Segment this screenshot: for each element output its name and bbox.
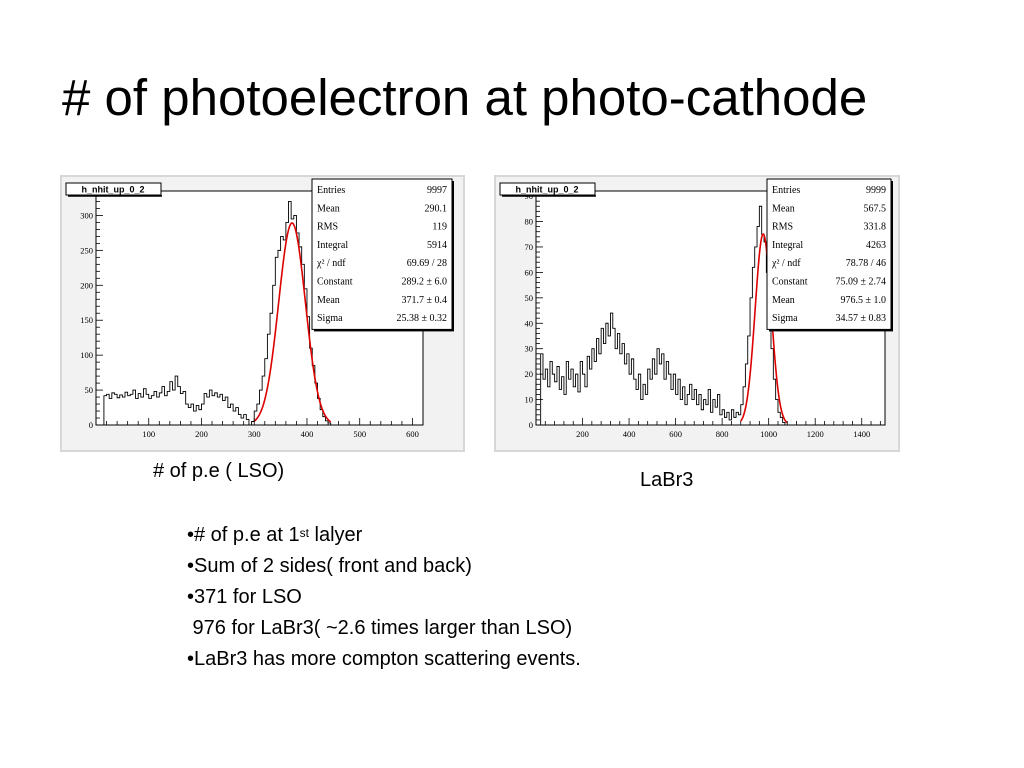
y-tick-label: 20 [525,369,534,379]
histogram-name: h_nhit_up_0_2 [81,185,144,195]
histogram-name-box [65,182,162,196]
y-tick-label: 70 [525,242,534,252]
bullet-superscript: st [299,526,309,540]
histogram-name-box [499,182,596,196]
bullet-list: •# of p.e at 1st lalyer •Sum of 2 sides(… [187,520,581,675]
stats-value: 290.1 [425,203,448,214]
stats-value: 976.5 ± 1.0 [841,295,887,306]
x-tick-label: 800 [716,429,729,439]
stats-value: 371.7 ± 0.4 [402,295,448,306]
y-tick-label: 80 [525,217,534,227]
gaussian-fit-curve [740,233,788,424]
stats-value: 9997 [427,185,447,196]
lso-caption: # of p.e ( LSO) [153,460,285,482]
stats-value: 331.8 [864,222,887,233]
bullet-item: •# of p.e at 1st lalyer [187,520,581,551]
stats-value: 78.78 / 46 [846,258,886,269]
x-tick-label: 1400 [853,429,870,439]
stats-label: Mean [317,295,340,306]
y-tick-label: 0 [529,420,533,430]
stats-label: χ² / ndf [316,258,346,269]
x-tick-label: 500 [353,429,366,439]
y-tick-label: 300 [80,210,93,220]
stats-value: 34.57 ± 0.83 [836,313,887,324]
y-tick-label: 60 [525,267,534,277]
x-tick-label: 400 [623,429,636,439]
bullet-item: 976 for LaBr3( ~2.6 times larger than LS… [187,617,573,639]
stats-label: RMS [772,222,793,233]
x-tick-label: 400 [301,429,314,439]
x-tick-label: 1000 [760,429,777,439]
stats-value: 75.09 ± 2.74 [836,277,887,288]
labr3-histogram-plot: 200 400 600 800 1000 1200 1400 0 10 20 30 40 50 60 70 8… [494,175,900,452]
stats-value: 567.5 [864,203,887,214]
stats-label: Sigma [772,313,798,324]
stats-label: RMS [317,222,338,233]
labr3-caption: LaBr3 [640,469,694,491]
stats-value: 25.38 ± 0.32 [397,313,448,324]
stats-label: Sigma [317,313,343,324]
x-tick-label: 200 [576,429,589,439]
stats-label: Mean [772,203,795,214]
stats-value: 9999 [866,185,886,196]
stats-label: Entries [772,185,800,196]
stats-label: Mean [772,295,795,306]
y-tick-label: 200 [80,280,93,290]
stats-box [766,178,892,330]
y-tick-label: 50 [85,385,94,395]
bullet-text: •# of p.e at 1 [187,524,300,546]
x-tick-label: 100 [142,429,155,439]
y-tick-label: 250 [80,245,93,255]
stats-label: Integral [772,240,803,251]
stats-value: 4263 [866,240,886,251]
stats-value: 289.2 ± 6.0 [402,277,448,288]
stats-label: Constant [317,277,353,288]
stats-label: χ² / ndf [771,258,801,269]
y-tick-label: 150 [80,315,93,325]
bullet-item: •LaBr3 has more compton scattering event… [187,648,581,670]
bullet-text: lalyer [308,524,363,546]
slide-title: # of photoelectron at photo-cathode [62,69,868,126]
stats-box [311,178,453,330]
gaussian-fit-curve [253,222,332,423]
stats-label: Constant [772,277,808,288]
x-tick-label: 600 [669,429,682,439]
bullet-item: •371 for LSO [187,586,302,608]
stats-value: 119 [432,222,447,233]
y-tick-label: 50 [525,293,534,303]
histogram-line [96,201,423,426]
y-tick-label: 0 [89,420,93,430]
bullet-item: •Sum of 2 sides( front and back) [187,555,472,577]
x-tick-label: 1200 [807,429,824,439]
stats-label: Mean [317,203,340,214]
x-tick-label: 200 [195,429,208,439]
histogram-name: h_nhit_up_0_2 [515,185,578,195]
stats-label: Entries [317,185,345,196]
lso-histogram-plot: 100 200 300 400 500 600 0 50 100 150 200 250 300 h_nh… [60,175,465,452]
x-tick-label: 300 [248,429,261,439]
y-tick-label: 30 [525,344,534,354]
x-tick-label: 600 [406,429,419,439]
stats-value: 5914 [427,240,447,251]
histogram-line [536,205,885,426]
stats-value: 69.69 / 28 [407,258,447,269]
y-tick-label: 40 [525,318,534,328]
stats-label: Integral [317,240,348,251]
y-tick-label: 100 [80,350,93,360]
y-tick-label: 10 [525,395,534,405]
